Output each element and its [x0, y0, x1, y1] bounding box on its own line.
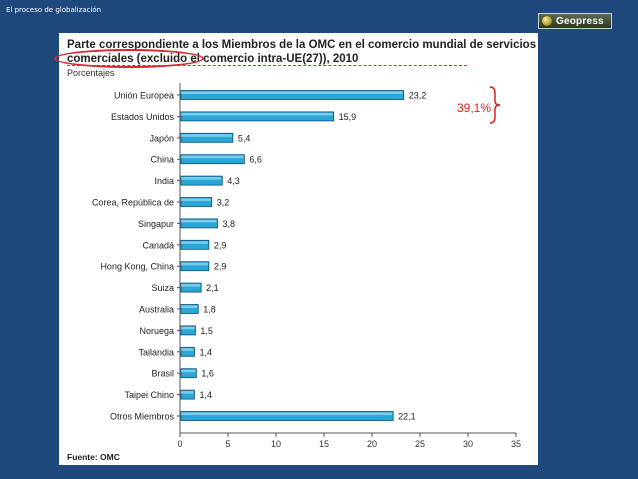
bar-highlight	[181, 241, 208, 244]
category-label: Canadá	[142, 240, 174, 250]
title-underline	[67, 65, 467, 66]
x-tick-label: 30	[463, 439, 473, 449]
bar	[180, 111, 335, 122]
geopress-logo: Geopress	[538, 13, 612, 29]
x-tick-label: 20	[367, 439, 377, 449]
category-label: Japón	[149, 133, 174, 143]
category-label: Tailandia	[138, 347, 174, 357]
value-label: 2,9	[214, 240, 227, 250]
category-label: China	[150, 155, 174, 165]
category-label: Brasil	[151, 369, 174, 379]
value-label: 5,4	[238, 133, 251, 143]
x-tick-label: 35	[511, 439, 521, 449]
bar-highlight	[181, 305, 198, 308]
category-label: Singapur	[138, 219, 174, 229]
bar	[180, 261, 210, 272]
value-label: 6,6	[249, 155, 262, 165]
bar	[180, 154, 245, 165]
bar-highlight	[181, 348, 194, 351]
bar	[180, 304, 199, 314]
value-label: 3,8	[222, 219, 235, 229]
x-tick-label: 15	[319, 439, 329, 449]
category-label: Australia	[139, 305, 174, 315]
bar-highlight	[181, 91, 403, 94]
bar-highlight	[181, 134, 232, 137]
category-label: Hong Kong, China	[100, 262, 174, 272]
category-label: Otros Miembros	[110, 412, 175, 422]
curly-bracket	[489, 86, 501, 124]
value-label: 2,9	[214, 262, 227, 272]
x-tick-label: 5	[225, 439, 230, 449]
category-label: Taipei Chino	[124, 390, 174, 400]
highlight-ellipse	[54, 49, 204, 68]
category-label: Corea, República de	[92, 198, 174, 208]
bar-highlight	[181, 391, 194, 394]
bar	[180, 132, 234, 143]
value-label: 1,8	[203, 305, 216, 315]
axis-unit-label: Porcentajes	[67, 68, 115, 78]
bar-chart: 0 5 10 15 20 25 30 35 Unión Europea 23,2 Estados U…	[92, 83, 521, 449]
bar-highlight	[181, 412, 393, 415]
bar-highlight	[181, 284, 201, 287]
slide-header: El proceso de globalización	[6, 6, 102, 14]
category-label: Noruega	[139, 326, 174, 336]
value-label: 1,6	[201, 369, 214, 379]
value-label: 1,5	[200, 326, 213, 336]
bar-highlight	[181, 219, 217, 223]
value-label: 2,1	[206, 283, 219, 293]
x-tick-label: 0	[177, 439, 182, 449]
bar	[180, 411, 394, 421]
bar-highlight	[181, 198, 211, 201]
bar-highlight	[181, 112, 333, 116]
value-label: 15,9	[339, 112, 357, 122]
x-tick-label: 25	[415, 439, 425, 449]
bar-highlight	[181, 326, 195, 330]
x-tick-label: 10	[271, 439, 281, 449]
bar-highlight	[181, 177, 222, 180]
value-label: 23,2	[409, 91, 427, 101]
value-label: 4,3	[227, 176, 240, 186]
category-label: Unión Europea	[114, 91, 174, 101]
bar	[180, 175, 223, 186]
bar	[180, 90, 405, 100]
value-label: 3,2	[217, 198, 230, 208]
bar-highlight	[181, 369, 196, 373]
bar	[180, 389, 195, 400]
bar	[180, 282, 202, 293]
bar	[180, 218, 218, 229]
category-label: India	[154, 176, 174, 186]
source-note: Fuente: OMC	[67, 452, 120, 462]
value-label: 1,4	[199, 390, 212, 400]
value-label: 22,1	[398, 412, 416, 422]
chart-panel: Parte correspondiente a los Miembros de …	[54, 33, 538, 465]
share-annotation: 39,1%	[457, 101, 492, 115]
bar	[180, 197, 213, 207]
logo-text: Geopress	[556, 15, 604, 27]
bar	[180, 239, 210, 250]
category-label: Estados Unidos	[111, 112, 175, 122]
value-label: 1,4	[199, 347, 212, 357]
bar-highlight	[181, 155, 244, 159]
bar	[180, 368, 197, 379]
globe-icon	[542, 16, 552, 26]
bar	[180, 325, 196, 336]
bar	[180, 346, 195, 357]
category-label: Suiza	[151, 283, 174, 293]
bar-highlight	[181, 262, 208, 266]
